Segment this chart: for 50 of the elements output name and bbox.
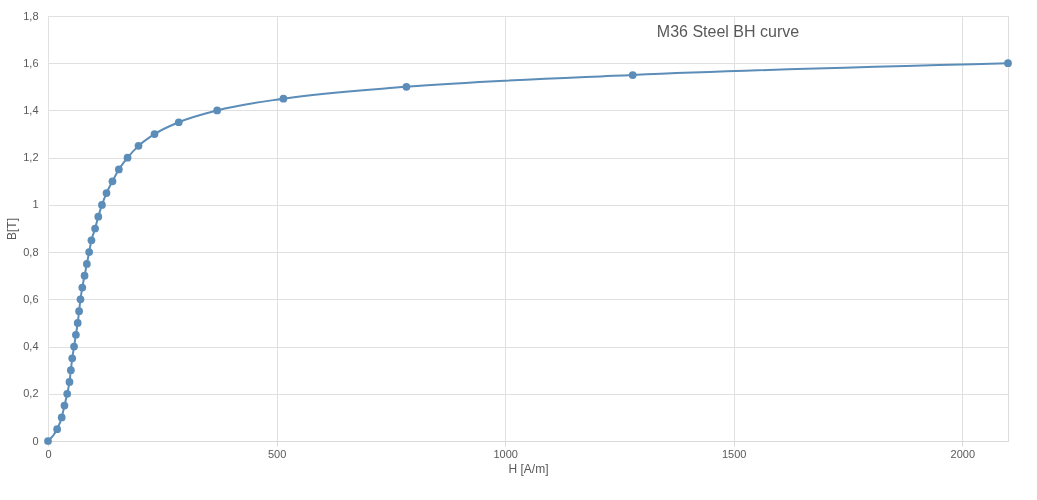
point <box>98 201 106 209</box>
x-tick-label: 500 <box>267 447 287 460</box>
point <box>53 425 62 434</box>
point <box>78 283 87 292</box>
point <box>60 401 69 410</box>
x-tick-label: 1000 <box>493 447 518 460</box>
y-tick-label: 1,2 <box>23 151 39 164</box>
point <box>94 212 103 221</box>
x-axis-title: H [A/m] <box>508 461 549 476</box>
x-tick-label: 0 <box>45 447 52 460</box>
y-tick-label: 1,4 <box>23 103 39 116</box>
point <box>87 236 96 245</box>
point <box>402 82 411 91</box>
point <box>75 307 83 315</box>
point <box>174 118 183 127</box>
point <box>134 142 143 150</box>
point <box>57 413 66 422</box>
point <box>65 378 74 386</box>
y-tick-label: 1,8 <box>23 9 39 22</box>
point <box>72 330 80 339</box>
point <box>108 177 117 186</box>
point <box>68 354 77 363</box>
point <box>63 389 72 398</box>
x-tick-label: 1500 <box>721 447 747 460</box>
y-tick-label: 0,6 <box>23 292 39 305</box>
point <box>1004 59 1012 68</box>
x-tick-label: 2000 <box>950 447 976 460</box>
point <box>114 165 123 174</box>
y-tick-label: 0,4 <box>23 340 39 353</box>
y-tick-label: 1 <box>32 198 39 211</box>
y-tick-label: 0,2 <box>23 387 39 400</box>
point <box>70 342 78 351</box>
point <box>279 94 288 103</box>
point <box>76 295 85 304</box>
point <box>73 319 82 327</box>
point <box>66 366 75 375</box>
point <box>123 153 132 162</box>
point <box>82 260 91 268</box>
point <box>85 248 94 256</box>
y-tick-label: 0 <box>32 434 39 447</box>
point <box>80 271 89 280</box>
chart-title: M36 Steel BH curve <box>656 23 800 40</box>
point <box>150 130 159 138</box>
point <box>102 189 111 197</box>
y-tick-label: 0,8 <box>23 245 39 258</box>
point <box>91 224 99 233</box>
point <box>213 106 222 115</box>
y-axis-title: B[T] <box>5 217 20 241</box>
point <box>628 71 637 79</box>
y-tick-label: 1,6 <box>23 56 39 69</box>
